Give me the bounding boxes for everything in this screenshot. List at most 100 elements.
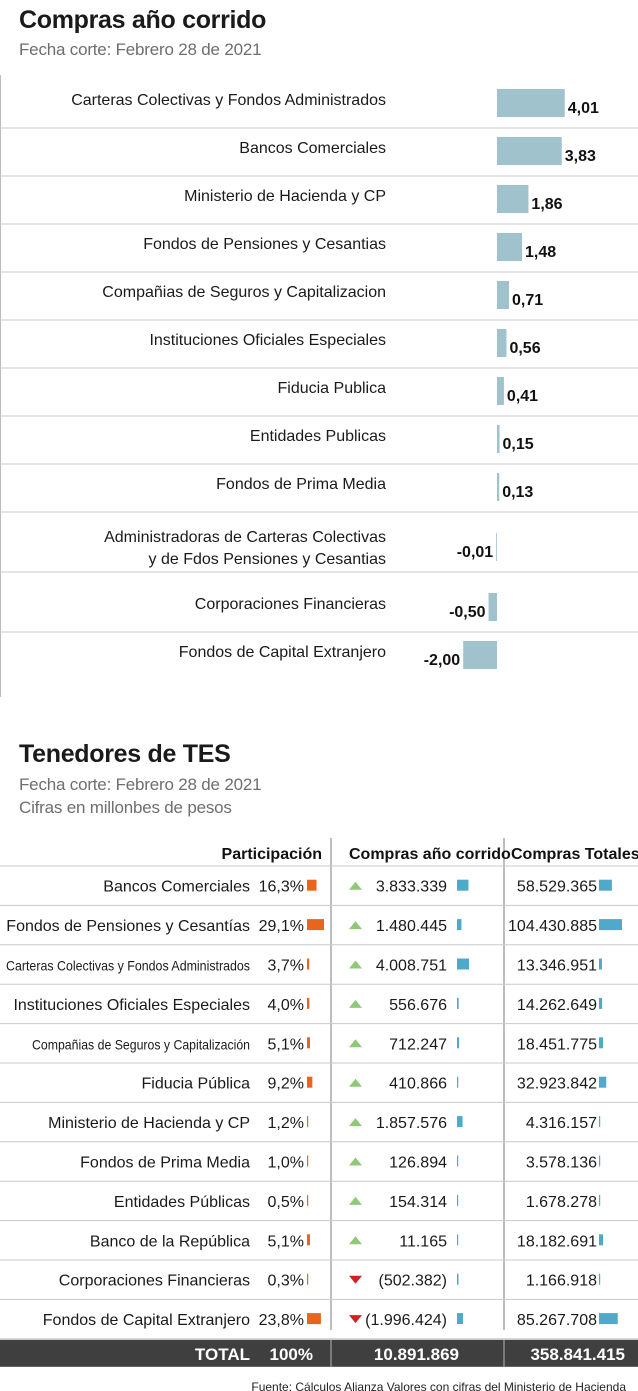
participation-bar: [307, 879, 317, 891]
participation-value: 16,3%: [259, 879, 304, 896]
value-label: -0,01: [457, 544, 494, 561]
compras-value: 556.676: [389, 997, 447, 1014]
participation-value: 0,5%: [268, 1194, 304, 1211]
totales-bar: [599, 1037, 604, 1049]
compras-value: 1.480.445: [376, 918, 447, 935]
row-name: Compañias de Seguros y Capitalización: [32, 1036, 250, 1052]
participation-bar: [307, 1076, 313, 1088]
row-name: Entidades Públicas: [114, 1194, 250, 1211]
row-name: Fiducia Pública: [142, 1076, 251, 1093]
source-note: Fuente: Cálculos Alianza Valores con cif…: [251, 1380, 626, 1391]
up-arrow-icon: [349, 999, 362, 1008]
tes-holders-table: Participación Compras año corrido Compras …: [0, 838, 638, 1391]
bar: [488, 593, 497, 621]
value-label: 0,71: [512, 292, 543, 309]
participation-bar: [307, 1194, 309, 1206]
value-label: 0,56: [509, 340, 540, 357]
bar: [497, 137, 562, 165]
bar: [497, 185, 529, 213]
value-label: -0,50: [449, 604, 486, 621]
total-participacion: 100%: [270, 1345, 313, 1364]
bar: [497, 281, 509, 309]
total-row-background: [0, 1339, 638, 1367]
up-arrow-icon: [349, 1039, 362, 1048]
totales-value: 1.166.918: [526, 1273, 597, 1290]
participation-value: 0,3%: [268, 1273, 304, 1290]
compras-bar: [457, 879, 469, 891]
totales-value: 58.529.365: [517, 879, 597, 896]
bar: [497, 377, 504, 405]
value-label: 4,01: [568, 100, 599, 117]
totales-value: 3.578.136: [526, 1155, 597, 1172]
category-label: Fondos de Prima Media: [216, 476, 386, 493]
totales-bar: [599, 1273, 601, 1285]
totales-value: 14.262.649: [517, 997, 597, 1014]
down-arrow-icon: [349, 1275, 362, 1284]
up-arrow-icon: [349, 1196, 362, 1205]
category-label: Fiducia Publica: [278, 380, 387, 397]
up-arrow-icon: [349, 1118, 362, 1127]
header-totales: Compras Totales: [511, 846, 638, 863]
participation-bar: [307, 1234, 310, 1246]
totales-value: 18.451.775: [517, 1036, 597, 1053]
compras-bar: [457, 997, 459, 1009]
compras-bar: [457, 1273, 459, 1285]
totales-bar: [599, 1116, 601, 1128]
participation-value: 4,0%: [268, 997, 304, 1014]
category-label: Fondos de Pensiones y Cesantias: [143, 236, 386, 253]
chart-subtitle: Fecha corte: Febrero 28 de 2021: [19, 40, 262, 59]
totales-bar: [599, 1313, 618, 1325]
value-label: 1,86: [531, 196, 562, 213]
value-label: 1,48: [525, 244, 556, 261]
row-name: Carteras Colectivas y Fondos Administrad…: [6, 958, 250, 974]
totales-bar: [599, 1194, 601, 1206]
compras-bar: [457, 1194, 459, 1206]
up-arrow-icon: [349, 1078, 362, 1087]
bar: [497, 473, 500, 501]
participation-value: 29,1%: [259, 918, 304, 935]
row-name: Fondos de Capital Extranjero: [43, 1312, 250, 1329]
value-label: -2,00: [424, 652, 461, 669]
category-label: Compañias de Seguros y Capitalizacion: [102, 284, 386, 301]
row-name: Instituciones Oficiales Especiales: [13, 997, 250, 1014]
value-label: 3,83: [565, 148, 596, 165]
compras-bar: [457, 958, 469, 970]
compras-value: (1.996.424): [365, 1312, 447, 1329]
participation-value: 5,1%: [268, 1233, 304, 1250]
participation-value: 1,0%: [268, 1155, 304, 1172]
table-subtitle-units: Cifras en millonbes de pesos: [19, 798, 232, 817]
compras-value: (502.382): [379, 1273, 448, 1290]
category-label: Instituciones Oficiales Especiales: [149, 332, 386, 349]
participation-bar: [307, 1155, 309, 1167]
compras-value: 3.833.339: [376, 879, 447, 896]
participation-value: 23,8%: [259, 1312, 304, 1329]
bar: [497, 233, 523, 261]
chart-title: Compras año corrido: [19, 6, 267, 34]
participation-bar: [307, 919, 324, 931]
participation-bar: [307, 997, 310, 1009]
totales-value: 4.316.157: [526, 1115, 597, 1132]
totales-value: 18.182.691: [517, 1233, 597, 1250]
total-compras: 10.891.869: [374, 1345, 459, 1364]
totales-value: 13.346.951: [517, 958, 597, 975]
up-arrow-icon: [349, 921, 362, 930]
totales-value: 1.678.278: [526, 1194, 597, 1211]
category-label: Ministerio de Hacienda y CP: [184, 188, 386, 205]
category-label: Bancos Comerciales: [239, 140, 386, 157]
compras-value: 126.894: [389, 1155, 447, 1172]
bar: [463, 641, 497, 669]
compras-bar: [457, 1155, 459, 1167]
row-name: Banco de la República: [90, 1233, 250, 1250]
value-label: 0,13: [502, 484, 533, 501]
value-label: 0,15: [503, 436, 534, 453]
compras-bar: [457, 919, 462, 931]
participation-value: 5,1%: [268, 1036, 304, 1053]
up-arrow-icon: [349, 1157, 362, 1166]
row-name: Ministerio de Hacienda y CP: [48, 1115, 250, 1132]
compras-value: 1.857.576: [376, 1115, 447, 1132]
participation-value: 1,2%: [268, 1115, 304, 1132]
bar: [496, 533, 497, 561]
header-participacion: Participación: [222, 846, 322, 863]
compras-bar: [457, 1116, 463, 1128]
row-name: Corporaciones Financieras: [59, 1273, 250, 1290]
